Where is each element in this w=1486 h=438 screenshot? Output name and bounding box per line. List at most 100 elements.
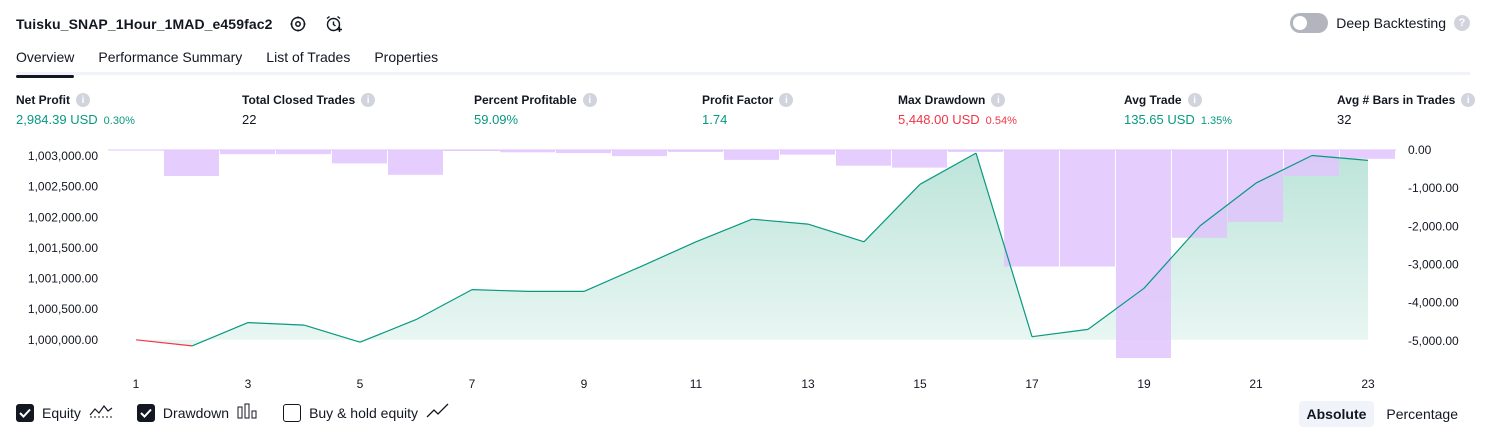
left-axis-tick-label: 1,001,000.00	[28, 272, 98, 286]
drawdown-bar	[1340, 150, 1395, 159]
metric-label: Avg Trade	[1124, 93, 1182, 107]
tab-performance-summary[interactable]: Performance Summary	[98, 49, 243, 65]
metric-label: Net Profit	[16, 93, 70, 107]
checkbox-equity[interactable]	[16, 403, 34, 422]
tab-properties[interactable]: Properties	[374, 49, 439, 65]
info-icon[interactable]: i	[361, 93, 376, 107]
x-axis-tick-label: 21	[1249, 377, 1263, 391]
drawdown-bar	[164, 150, 219, 176]
equity-line-segment	[1087, 287, 1145, 330]
gear-icon[interactable]	[287, 13, 309, 35]
tab-overview[interactable]: Overview	[16, 44, 75, 78]
legend-label: Buy & hold equity	[309, 404, 419, 421]
metric-percent-profitable: Percent Profitable i 59.09%	[474, 93, 597, 127]
x-axis-tick-label: 15	[913, 377, 927, 391]
percentage-button[interactable]: Percentage	[1386, 406, 1458, 422]
equity-line-segment	[639, 241, 697, 268]
x-axis-tick-label: 17	[1025, 377, 1039, 391]
metric-total-closed-trades: Total Closed Trades i 22	[242, 93, 376, 127]
deep-backtesting-label: Deep Backtesting	[1336, 15, 1446, 31]
strategy-name: Tuisku_SNAP_1Hour_1MAD_e459fac2	[16, 16, 273, 32]
metric-value: 1.74	[702, 112, 728, 127]
help-icon[interactable]: ?	[1454, 15, 1470, 31]
metric-percent: 0.30%	[103, 115, 135, 127]
info-icon[interactable]: i	[1187, 93, 1202, 107]
drawdown-bar	[780, 150, 835, 155]
info-icon[interactable]: i	[582, 93, 597, 107]
equity-line-segment	[359, 319, 417, 343]
drawdown-bar	[276, 150, 331, 155]
metric-net-profit: Net Profit i 2,984.39 USD 0.30%	[16, 93, 135, 127]
legend-drawdown[interactable]: Drawdown	[136, 403, 259, 422]
left-axis-tick-label: 1,002,000.00	[28, 210, 98, 224]
legend-buy-hold[interactable]: Buy & hold equity	[283, 403, 450, 422]
drawdown-bar	[556, 150, 611, 154]
metric-label: Profit Factor	[702, 93, 774, 107]
equity-line-segment	[919, 152, 977, 185]
metric-avg-bars: Avg # Bars in Trades i 32	[1337, 93, 1476, 127]
info-icon[interactable]: i	[779, 93, 794, 107]
drawdown-bar	[388, 150, 443, 175]
legend-equity[interactable]: Equity	[16, 403, 113, 422]
absolute-button[interactable]: Absolute	[1298, 401, 1375, 427]
deep-backtesting: Deep Backtesting ?	[1290, 13, 1470, 33]
drawdown-bar	[220, 150, 275, 155]
drawdown-bar	[332, 150, 387, 164]
x-axis-tick-label: 9	[581, 377, 588, 391]
drawdown-bar	[500, 150, 555, 153]
metric-label: Percent Profitable	[474, 93, 577, 107]
metric-value: 59.09%	[474, 112, 519, 127]
legend-label: Drawdown	[162, 404, 230, 421]
info-icon[interactable]: i	[76, 93, 90, 107]
metric-value: 2,984.39 USD	[16, 112, 98, 127]
right-axis-tick-label: 0.00	[1408, 143, 1432, 157]
left-axis-tick-label: 1,002,500.00	[28, 180, 98, 194]
metric-value: 5,448.00 USD	[898, 112, 980, 127]
equity-line-segment	[975, 152, 1033, 337]
x-axis-tick-label: 7	[469, 377, 476, 391]
report-tabs: Overview Performance Summary List of Tra…	[16, 44, 1470, 78]
metric-value: 135.65 USD	[1124, 112, 1195, 127]
x-axis-tick-label: 1	[133, 377, 140, 391]
x-axis-tick-label: 19	[1137, 377, 1151, 391]
equity-line-segment	[471, 289, 529, 292]
checkbox-drawdown[interactable]	[136, 403, 155, 422]
drawdown-bar	[724, 150, 779, 160]
drawdown-bar	[1060, 150, 1115, 267]
equity-drawdown-chart[interactable]: 1,003,000.00 1,002,500.00 1,002,000.00 1,00…	[0, 140, 1486, 395]
equity-line-segment	[1199, 182, 1257, 227]
metric-profit-factor: Profit Factor i 1.74	[702, 93, 794, 127]
x-axis-tick-label: 23	[1361, 377, 1375, 391]
info-icon[interactable]: i	[1461, 93, 1476, 107]
equity-line-segment	[1031, 328, 1089, 338]
equity-line-segment	[415, 289, 473, 321]
metric-label: Avg # Bars in Trades	[1337, 93, 1456, 107]
x-axis-tick-label: 11	[690, 377, 703, 391]
right-axis-tick-label: -1,000.00	[1408, 181, 1459, 195]
metric-percent: 1.35%	[1200, 115, 1233, 127]
equity-line-segment	[807, 223, 865, 243]
tab-list-of-trades[interactable]: List of Trades	[266, 49, 351, 65]
equity-line-segment	[1255, 154, 1313, 184]
alarm-add-icon[interactable]	[323, 13, 345, 35]
left-axis-tick-label: 1,003,000.00	[28, 149, 98, 163]
drawdown-bars-icon	[237, 403, 259, 422]
metric-avg-trade: Avg Trade i 135.65 USD 1.35%	[1124, 93, 1232, 127]
right-axis-tick-label: -5,000.00	[1408, 334, 1459, 348]
x-axis-tick-label: 3	[245, 377, 252, 391]
right-axis-tick-label: -3,000.00	[1408, 258, 1459, 272]
left-axis-tick-label: 1,001,500.00	[28, 241, 98, 255]
drawdown-bar	[1172, 150, 1227, 238]
metric-max-drawdown: Max Drawdown i 5,448.00 USD 0.54%	[898, 93, 1017, 127]
equity-line-segment	[247, 322, 305, 326]
left-axis-tick-label: 1,000,500.00	[28, 302, 98, 316]
x-axis-tick-label: 5	[357, 377, 364, 391]
x-axis-tick-label: 13	[801, 377, 815, 391]
info-icon[interactable]: i	[991, 93, 1006, 107]
deep-backtesting-toggle[interactable]	[1290, 13, 1329, 33]
checkbox-buy-hold[interactable]	[283, 403, 302, 422]
drawdown-bar	[1116, 150, 1171, 358]
equity-line-segment	[751, 218, 809, 225]
strategy-header: Tuisku_SNAP_1Hour_1MAD_e459fac2	[16, 12, 345, 36]
metric-label: Total Closed Trades	[242, 93, 356, 107]
